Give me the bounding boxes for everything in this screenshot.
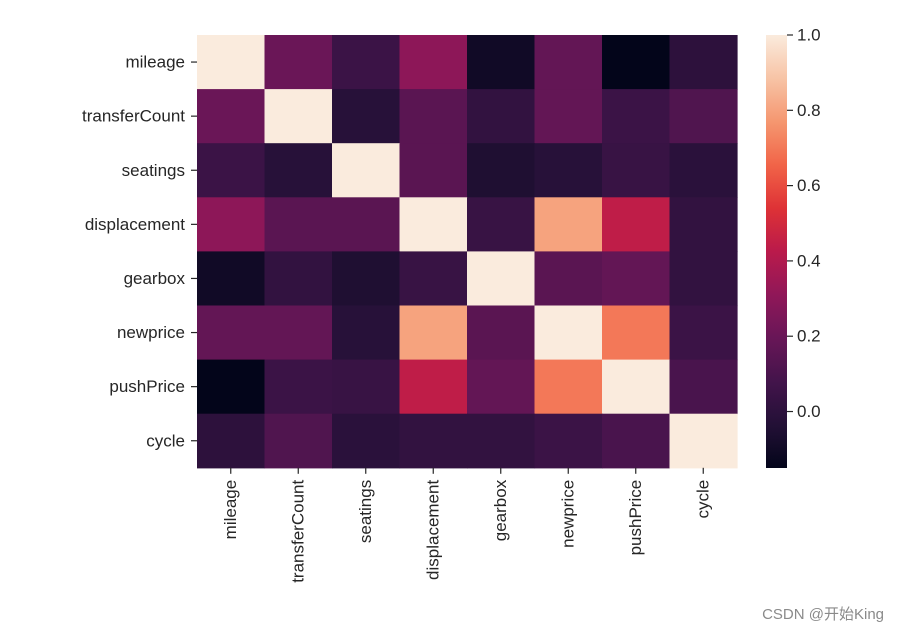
- colorbar-tick-label: 1.0: [797, 26, 821, 45]
- column-label-gearbox: gearbox: [491, 479, 510, 541]
- heatmap-cell-push-price-push-price: [602, 359, 671, 415]
- row-tick-labels: mileage transferCount seatings displacement…: [82, 53, 197, 450]
- heatmap-cell-transfer-count-displacement: [399, 89, 468, 144]
- heatmap-cell-cycle-gearbox: [467, 413, 536, 469]
- heatmap-cell-mileage-mileage: [197, 35, 266, 90]
- heatmap-cell-gearbox-gearbox: [467, 251, 536, 307]
- heatmap-cell-seatings-mileage: [197, 143, 266, 198]
- heatmap-cell-cycle-newprice: [534, 413, 603, 469]
- heatmap-cell-gearbox-seatings: [332, 251, 401, 307]
- colorbar-tick-labels: 0.0 0.2 0.4 0.6 0.8 1.0: [787, 26, 821, 421]
- heatmap-cell-transfer-count-mileage: [197, 89, 266, 144]
- row-label-cycle: cycle: [146, 431, 185, 450]
- heatmap-cell-transfer-count-transfer-count: [264, 89, 333, 144]
- heatmap-cell-cycle-mileage: [197, 413, 266, 469]
- row-label-gearbox: gearbox: [124, 269, 186, 288]
- heatmap-cell-cycle-displacement: [399, 413, 468, 469]
- heatmap-cell-newprice-displacement: [399, 305, 468, 361]
- row-label-newprice: newprice: [117, 323, 185, 342]
- heatmap-cell-mileage-displacement: [399, 35, 468, 90]
- heatmap-cell-mileage-newprice: [534, 35, 603, 90]
- heatmap-cell-displacement-push-price: [602, 197, 671, 252]
- heatmap-cell-gearbox-displacement: [399, 251, 468, 307]
- heatmap-cell-cycle-cycle: [669, 413, 738, 469]
- heatmap-cell-mileage-gearbox: [467, 35, 536, 90]
- heatmap-cell-gearbox-mileage: [197, 251, 266, 307]
- heatmap-cell-push-price-cycle: [669, 359, 738, 415]
- heatmap-cell-newprice-transfer-count: [264, 305, 333, 361]
- heatmap-cell-transfer-count-push-price: [602, 89, 671, 144]
- heatmap-cell-push-price-mileage: [197, 359, 266, 415]
- heatmap-cell-displacement-gearbox: [467, 197, 536, 252]
- heatmap-cell-push-price-gearbox: [467, 359, 536, 415]
- heatmap-cell-push-price-displacement: [399, 359, 468, 415]
- heatmap-cell-newprice-gearbox: [467, 305, 536, 361]
- heatmap-cell-gearbox-transfer-count: [264, 251, 333, 307]
- heatmap-cell-newprice-newprice: [534, 305, 603, 361]
- heatmap-cell-seatings-transfer-count: [264, 143, 333, 198]
- heatmap-cell-seatings-seatings: [332, 143, 401, 198]
- row-label-push-price: pushPrice: [109, 377, 185, 396]
- heatmap-cell-cycle-push-price: [602, 413, 671, 469]
- row-label-transfer-count: transferCount: [82, 107, 185, 126]
- heatmap-cell-mileage-transfer-count: [264, 35, 333, 90]
- colorbar-gradient: [766, 35, 787, 468]
- colorbar: [766, 35, 787, 468]
- heatmap-cell-displacement-newprice: [534, 197, 603, 252]
- row-label-seatings: seatings: [122, 161, 185, 180]
- heatmap-cell-transfer-count-seatings: [332, 89, 401, 144]
- column-label-seatings: seatings: [356, 480, 375, 543]
- heatmap-cell-newprice-cycle: [669, 305, 738, 361]
- heatmap-cell-cycle-seatings: [332, 413, 401, 469]
- heatmap-cell-seatings-push-price: [602, 143, 671, 198]
- heatmap-cell-push-price-newprice: [534, 359, 603, 415]
- heatmap-cell-displacement-transfer-count: [264, 197, 333, 252]
- heatmap-cell-seatings-newprice: [534, 143, 603, 198]
- heatmap-cell-displacement-displacement: [399, 197, 468, 252]
- colorbar-tick-label: 0.4: [797, 251, 821, 270]
- heatmap-cells: [197, 35, 738, 469]
- heatmap-cell-push-price-seatings: [332, 359, 401, 415]
- heatmap-cell-transfer-count-newprice: [534, 89, 603, 144]
- heatmap-cell-seatings-cycle: [669, 143, 738, 198]
- heatmap-cell-displacement-cycle: [669, 197, 738, 252]
- heatmap-cell-displacement-mileage: [197, 197, 266, 252]
- colorbar-tick-label: 0.0: [797, 402, 821, 421]
- column-label-mileage: mileage: [221, 480, 240, 540]
- column-label-push-price: pushPrice: [626, 480, 645, 556]
- heatmap-cell-mileage-seatings: [332, 35, 401, 90]
- column-label-displacement: displacement: [424, 480, 443, 580]
- column-label-cycle: cycle: [694, 480, 713, 519]
- column-tick-labels: mileage transferCount seatings displacement…: [221, 467, 713, 583]
- heatmap-cell-transfer-count-cycle: [669, 89, 738, 144]
- heatmap-cell-push-price-transfer-count: [264, 359, 333, 415]
- row-label-displacement: displacement: [85, 215, 185, 234]
- row-label-mileage: mileage: [125, 53, 185, 72]
- heatmap-cell-seatings-displacement: [399, 143, 468, 198]
- heatmap-cell-transfer-count-gearbox: [467, 89, 536, 144]
- heatmap-cell-gearbox-cycle: [669, 251, 738, 307]
- heatmap-cell-mileage-push-price: [602, 35, 671, 90]
- heatmap-cell-gearbox-push-price: [602, 251, 671, 307]
- column-label-newprice: newprice: [559, 480, 578, 548]
- heatmap-cell-cycle-transfer-count: [264, 413, 333, 469]
- heatmap-cell-mileage-cycle: [669, 35, 738, 90]
- heatmap-cell-seatings-gearbox: [467, 143, 536, 198]
- heatmap-cell-displacement-seatings: [332, 197, 401, 252]
- heatmap-cell-newprice-push-price: [602, 305, 671, 361]
- heatmap-cell-newprice-mileage: [197, 305, 266, 361]
- colorbar-tick-label: 0.2: [797, 327, 821, 346]
- heatmap-cell-newprice-seatings: [332, 305, 401, 361]
- column-label-transfer-count: transferCount: [289, 480, 308, 583]
- colorbar-tick-label: 0.6: [797, 176, 821, 195]
- heatmap-cell-gearbox-newprice: [534, 251, 603, 307]
- colorbar-tick-label: 0.8: [797, 101, 821, 120]
- watermark: CSDN @开始King: [762, 606, 884, 623]
